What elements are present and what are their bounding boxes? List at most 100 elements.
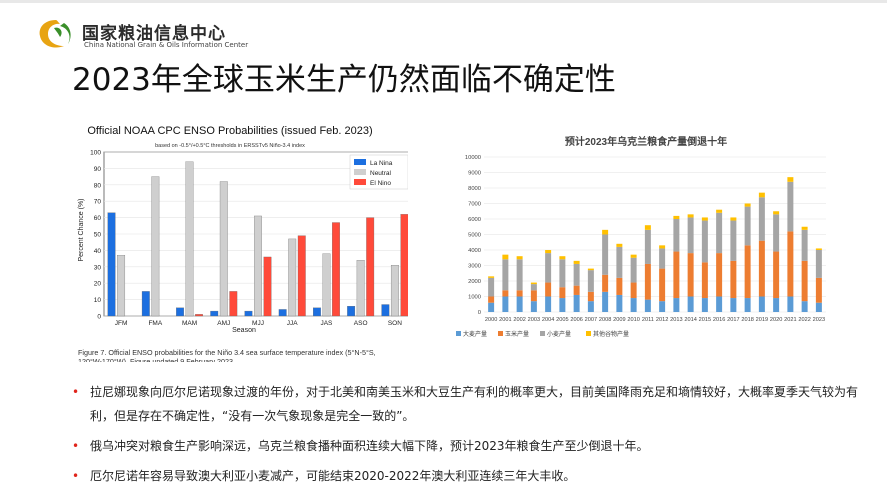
enso-bar bbox=[332, 222, 340, 317]
ukraine-bar-segment bbox=[545, 250, 552, 254]
ukraine-bar-segment bbox=[815, 277, 822, 303]
enso-y-tick-label: 40 bbox=[94, 248, 102, 255]
ukraine-bar-segment bbox=[701, 262, 708, 299]
enso-x-axis-label: Season bbox=[232, 327, 256, 334]
enso-bar bbox=[195, 314, 203, 317]
ukraine-bar-segment bbox=[701, 298, 708, 312]
bullet-text: 厄尔尼诺年容易导致澳大利亚小麦减产，可能结束2020-2022年澳大利亚连续三年… bbox=[90, 469, 576, 483]
ukraine-grain-output-chart: 预计2023年乌克兰粮食产量倒退十年 0 1000 2000 3000 4000 5000… bbox=[456, 135, 826, 338]
ukraine-bar-segment bbox=[701, 217, 708, 221]
ukraine-bar-segment bbox=[730, 220, 737, 261]
ukraine-bar-segment bbox=[630, 254, 637, 258]
ukraine-bar-segment bbox=[644, 229, 651, 264]
ukraine-bar-segment bbox=[488, 277, 495, 297]
ukraine-bar-segment bbox=[673, 251, 680, 299]
ukraine-bar-segment bbox=[644, 225, 651, 230]
enso-x-tick-label: MJJ bbox=[252, 320, 264, 327]
bullet-marker-icon: • bbox=[72, 469, 80, 483]
slide-title: 2023年全球玉米生产仍然面临不确定性 bbox=[72, 62, 616, 98]
ukraine-bar-segment bbox=[587, 268, 594, 271]
ukraine-bar-segment bbox=[644, 263, 651, 300]
ukraine-x-tick-label: 2009 bbox=[613, 317, 625, 323]
ukraine-legend-swatch bbox=[498, 331, 503, 336]
enso-x-tick-label: ASO bbox=[354, 320, 368, 327]
ukraine-x-tick-label: 2007 bbox=[585, 317, 597, 323]
ukraine-bar-segment bbox=[516, 296, 523, 312]
ukraine-bar-segment bbox=[659, 268, 666, 302]
ukraine-x-tick-label: 2000 bbox=[485, 317, 497, 323]
ukraine-bar-segment bbox=[616, 243, 623, 247]
ukraine-x-tick-label: 2006 bbox=[570, 317, 582, 323]
ukraine-bar-segment bbox=[573, 294, 580, 312]
enso-bar bbox=[390, 265, 399, 317]
ukraine-bar-segment bbox=[659, 248, 666, 269]
enso-legend-label: Neutral bbox=[370, 170, 392, 177]
ukraine-bar-segment bbox=[530, 301, 537, 312]
ukraine-bar-segment bbox=[787, 296, 794, 312]
ukraine-x-tick-label: 2014 bbox=[684, 317, 696, 323]
ukraine-x-tick-label: 2023 bbox=[813, 317, 825, 323]
ukraine-bar-segment bbox=[815, 250, 822, 278]
ukraine-bar-segment bbox=[530, 284, 537, 291]
ukraine-bar-segment bbox=[545, 296, 552, 312]
enso-probability-chart: Official NOAA CPC ENSO Probabilities (is… bbox=[78, 125, 413, 366]
ukraine-bar-segment bbox=[787, 177, 794, 182]
ukraine-legend-swatch bbox=[540, 331, 545, 336]
ukraine-bar-segment bbox=[701, 220, 708, 263]
ukraine-bar-segment bbox=[730, 298, 737, 312]
enso-bar bbox=[366, 217, 375, 317]
enso-bar bbox=[185, 161, 194, 317]
ukraine-y-tick-label: 2000 bbox=[468, 279, 481, 285]
enso-figure-caption: Figure 7. Official ENSO probabilities fo… bbox=[78, 348, 378, 362]
ukraine-bar-segment bbox=[573, 260, 580, 264]
ukraine-bar-segment bbox=[730, 217, 737, 221]
ukraine-x-tick-label: 2015 bbox=[699, 317, 711, 323]
ukraine-bar-segment bbox=[516, 290, 523, 297]
ukraine-bar-segment bbox=[502, 296, 509, 312]
enso-legend-label: El Nino bbox=[370, 180, 391, 187]
enso-bar bbox=[229, 291, 238, 317]
ukraine-bar-segment bbox=[559, 287, 566, 299]
ukraine-y-tick-label: 3000 bbox=[468, 264, 481, 270]
ukraine-bar-segment bbox=[730, 260, 737, 299]
enso-y-tick-label: 10 bbox=[94, 297, 102, 304]
enso-y-tick-label: 90 bbox=[94, 166, 102, 173]
ukraine-bar-segment bbox=[488, 276, 495, 278]
enso-x-tick-label: JFM bbox=[115, 320, 128, 327]
enso-bar bbox=[210, 310, 219, 317]
enso-y-tick-label: 100 bbox=[90, 150, 101, 157]
ukraine-bar-segment bbox=[587, 301, 594, 312]
ukraine-bar-segment bbox=[716, 212, 723, 254]
enso-x-tick-label: JAS bbox=[320, 320, 333, 327]
ukraine-bar-segment bbox=[815, 248, 822, 250]
enso-x-tick-label: MAM bbox=[182, 320, 197, 327]
ukraine-bar-segment bbox=[801, 229, 808, 261]
ukraine-bar-segment bbox=[659, 301, 666, 312]
ukraine-legend-swatch bbox=[456, 331, 461, 336]
ukraine-bar-segment bbox=[530, 282, 537, 285]
enso-bar bbox=[263, 256, 272, 317]
ukraine-x-tick-label: 2018 bbox=[741, 317, 753, 323]
ukraine-y-tick-label: 0 bbox=[478, 310, 481, 316]
ukraine-x-tick-label: 2019 bbox=[756, 317, 768, 323]
ukraine-x-tick-label: 2008 bbox=[599, 317, 611, 323]
ukraine-bar-segment bbox=[602, 291, 609, 312]
enso-bar bbox=[288, 238, 297, 317]
enso-bar bbox=[347, 306, 356, 317]
ukraine-x-tick-label: 2011 bbox=[642, 317, 654, 323]
ukraine-x-tick-label: 2016 bbox=[713, 317, 725, 323]
ukraine-chart-title: 预计2023年乌克兰粮食产量倒退十年 bbox=[565, 135, 727, 148]
enso-legend: La Nina Neutral El Nino bbox=[349, 154, 409, 190]
ukraine-bar-segment bbox=[516, 256, 523, 260]
ukraine-x-tick-label: 2021 bbox=[784, 317, 796, 323]
ukraine-bar-segment bbox=[687, 217, 694, 254]
ukraine-bar-segment bbox=[573, 263, 580, 286]
ukraine-x-tick-label: 2022 bbox=[798, 317, 810, 323]
enso-x-tick-label: AMJ bbox=[217, 320, 230, 327]
ukraine-bar-segment bbox=[502, 259, 509, 291]
ukraine-legend-label: 大麦产量 bbox=[463, 330, 487, 338]
ukraine-bar-segment bbox=[773, 214, 780, 252]
ukraine-bar-segment bbox=[616, 277, 623, 295]
enso-legend-swatch bbox=[354, 179, 366, 185]
ukraine-bar-segment bbox=[630, 257, 637, 283]
